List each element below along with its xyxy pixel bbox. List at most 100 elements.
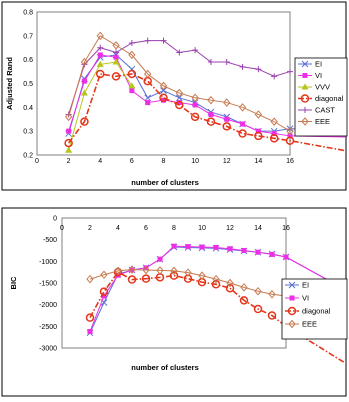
legend-item: diagonal (298, 94, 344, 103)
data-point (267, 311, 277, 320)
legend-item: VI (285, 294, 309, 303)
chart-bic: 0-500-1000-1500-2000-2500-3000 0 2 4 6 8 10 12… (1, 207, 348, 397)
y-tick-label: 0 (53, 216, 57, 223)
y-tick-label: -1500 (39, 281, 57, 288)
x-tick-label: 0 (60, 225, 64, 232)
data-point (175, 88, 183, 98)
data-point (81, 78, 87, 84)
data-point (87, 329, 93, 335)
data-point (286, 125, 294, 133)
data-point (127, 69, 137, 79)
series-cast (65, 37, 293, 118)
legend-item: VI (298, 71, 322, 80)
x-tick-label: 10 (191, 158, 199, 165)
series-line (68, 54, 347, 138)
y-tick-label: -2500 (39, 324, 57, 331)
x-tick-label: 6 (144, 225, 148, 232)
data-point (286, 126, 294, 136)
legend-label: VI (302, 294, 309, 303)
legend-item: EEE (285, 320, 317, 329)
legend-item: EI (298, 60, 322, 69)
data-point (240, 121, 246, 127)
series-line (68, 35, 291, 132)
data-point (128, 265, 136, 274)
legend-label: VVV (315, 83, 330, 92)
data-point (171, 243, 177, 249)
x-tick-label: 10 (198, 225, 206, 232)
data-point (142, 265, 150, 275)
data-point (128, 50, 136, 60)
data-point (80, 117, 89, 126)
y-tick-label: 0.6 (23, 57, 33, 64)
data-point (128, 82, 136, 89)
series-line (89, 271, 347, 365)
x-tick-label: 8 (172, 225, 176, 232)
data-point (141, 274, 151, 283)
data-point (85, 313, 95, 322)
y-tick-label: -2000 (39, 302, 57, 309)
data-point (255, 249, 261, 255)
data-point (185, 244, 191, 250)
y-tick-label: -3000 (39, 346, 57, 353)
x-tick-label: 2 (67, 158, 71, 165)
series-vvv (65, 58, 136, 153)
data-point (227, 246, 233, 252)
data-point (302, 107, 308, 113)
legend-label: EEE (315, 117, 330, 126)
x-tick-label: 12 (226, 225, 234, 232)
data-point (255, 128, 261, 134)
data-point (100, 270, 108, 280)
legend-label: diagonal (302, 307, 331, 316)
data-point (111, 72, 121, 81)
data-point (80, 89, 88, 96)
x-tick-label: 4 (116, 225, 120, 232)
data-point (113, 54, 119, 60)
legend-item: EEE (298, 117, 330, 126)
data-point (97, 44, 104, 51)
data-point (301, 83, 309, 90)
data-point (112, 41, 120, 50)
x-tick-label: 2 (88, 225, 92, 232)
data-point (271, 73, 278, 80)
data-point (239, 63, 246, 70)
data-point (97, 52, 103, 58)
data-point (198, 271, 206, 280)
data-point (160, 87, 167, 95)
data-point (288, 319, 296, 329)
legend-item: EI (285, 281, 309, 290)
data-point (86, 274, 94, 284)
data-point (287, 68, 293, 75)
y-tick-label: 0.4 (23, 105, 33, 112)
data-point (113, 49, 120, 56)
data-point (223, 59, 230, 66)
y-tick-label: 0.2 (23, 153, 33, 160)
data-point (99, 287, 109, 296)
data-point (268, 289, 276, 299)
data-point (254, 286, 262, 296)
x-tick-label: 16 (286, 158, 294, 165)
data-point (283, 254, 289, 260)
data-point (66, 128, 72, 134)
data-point (239, 296, 249, 305)
data-point (300, 94, 310, 103)
data-point (207, 59, 214, 66)
y-tick-label: 0.7 (23, 33, 33, 40)
x-tick-label: 14 (254, 158, 262, 165)
data-point (241, 248, 247, 253)
data-point (176, 100, 182, 106)
data-point (238, 129, 247, 138)
data-point (184, 268, 192, 277)
y-axis-label: Adjusted Rand (5, 57, 14, 110)
data-point (288, 281, 296, 289)
data-point (170, 266, 178, 276)
data-point (64, 112, 73, 122)
data-point (287, 133, 293, 139)
data-point (96, 31, 104, 41)
y-tick-label: -1000 (39, 259, 57, 266)
data-point (145, 100, 151, 106)
data-point (169, 271, 179, 280)
legend-label: diagonal (315, 94, 344, 103)
data-point (211, 280, 221, 289)
x-tick-label: 12 (223, 158, 231, 165)
data-point (301, 117, 309, 126)
